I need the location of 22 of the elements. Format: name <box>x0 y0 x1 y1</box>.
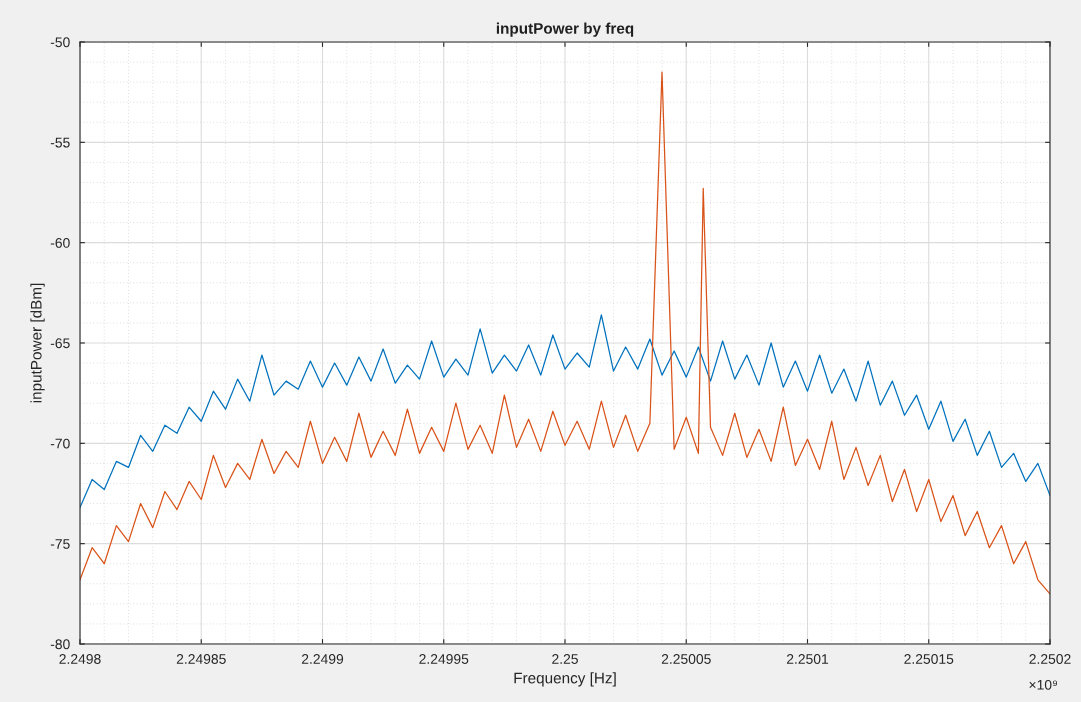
y-tick-label: -60 <box>50 238 70 248</box>
y-tick-label: -65 <box>50 338 70 349</box>
y-tick-label: -80 <box>50 639 70 650</box>
x-tick-label: 2.25005 <box>661 654 711 664</box>
x-tick-label: 2.25015 <box>904 654 954 664</box>
y-tick-label: -75 <box>50 539 70 549</box>
text: ×10⁹ <box>1029 679 1058 690</box>
y-axis-title: inputPower [dBm] <box>30 283 45 403</box>
x-tick-label: 2.2499 <box>301 654 344 664</box>
chart-title: inputPower by freq <box>496 22 634 37</box>
y-tick-label: -70 <box>50 438 70 449</box>
x-tick-label: 2.2498 <box>59 654 101 664</box>
x-tick-label: 2.24995 <box>419 654 469 664</box>
x-tick-label: 2.24985 <box>176 654 226 664</box>
line-series <box>80 314 1050 509</box>
x-axis-title: Frequency [Hz] <box>514 672 616 687</box>
x-tick-label: 2.2502 <box>1029 654 1071 664</box>
x-tick-label: 2.2501 <box>786 654 829 664</box>
x-tick-label: 2.25 <box>552 654 578 664</box>
line-series <box>80 71 1050 595</box>
y-tick-label: -55 <box>50 137 70 148</box>
y-tick-label: -50 <box>50 37 70 48</box>
